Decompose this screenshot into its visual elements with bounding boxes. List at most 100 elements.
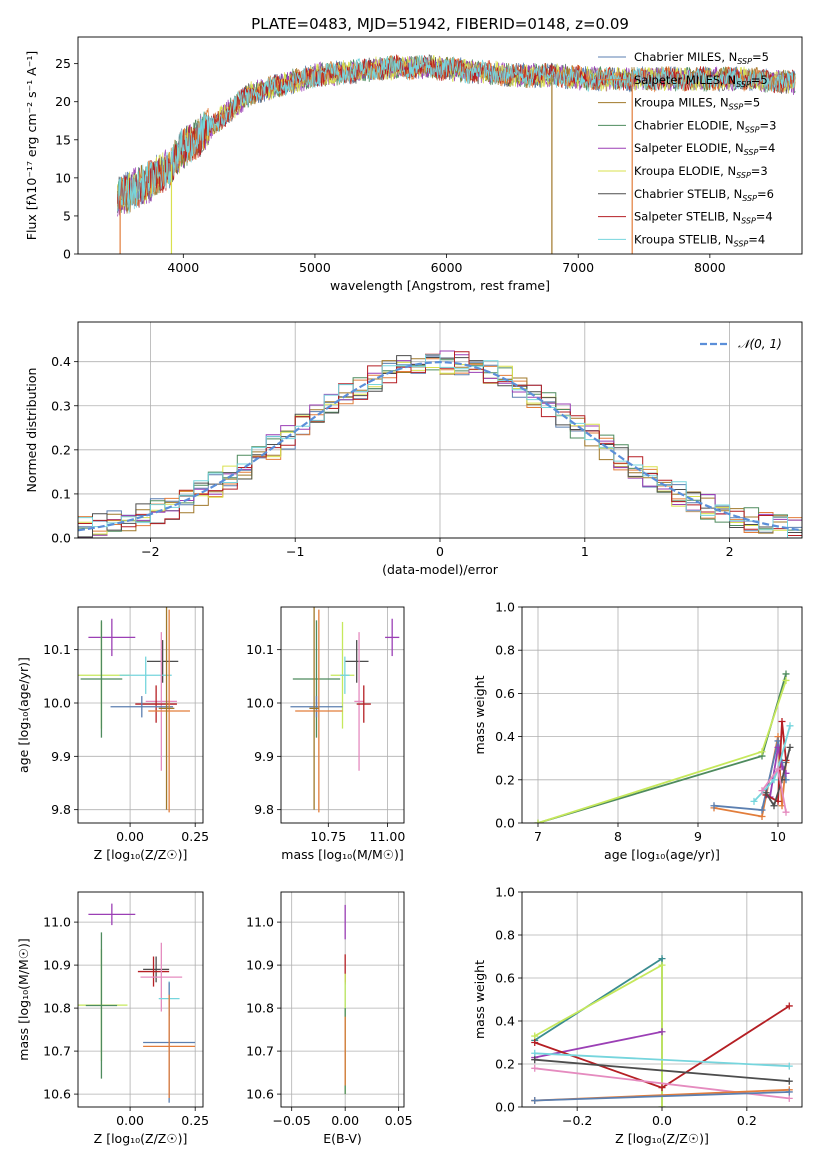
age-vs-Z-y-tick-label: 9.8: [51, 802, 71, 817]
mass-vs-Z-y-tick-label: 11.0: [43, 915, 71, 930]
weight-vs-age-y-tick-label: 0.0: [495, 816, 515, 831]
age-vs-mass-y-tick-label: 10.0: [246, 696, 274, 711]
weight-marker: [785, 1094, 793, 1102]
mass-vs-EBV-x-tick-label: 0.00: [331, 1113, 359, 1128]
weight-marker: [785, 1077, 793, 1085]
age-vs-Z-y-tick-label: 9.9: [51, 749, 71, 764]
weight-marker: [534, 819, 542, 823]
weight-marker: [531, 1049, 539, 1057]
age-vs-Z-y-tick-label: 10.0: [43, 696, 71, 711]
mass-vs-EBV-x-tick-label: 0.05: [385, 1113, 413, 1128]
age-vs-mass-x-axis-label: mass [log₁₀(M/M☉)]: [281, 847, 403, 862]
spectrum-y-tick-label: 0: [63, 247, 71, 262]
mass-vs-Z-y-tick-label: 10.7: [43, 1044, 71, 1059]
spectrum-y-tick-label: 10: [55, 170, 71, 185]
mass-vs-Z-frame: [77, 891, 204, 1108]
age-vs-mass-y-tick-label: 9.8: [254, 802, 274, 817]
weight-marker: [531, 1032, 539, 1040]
weight-vs-age-plot-area: [534, 670, 794, 823]
weight-marker: [758, 806, 766, 814]
residuals-y-tick-label: 0.0: [51, 531, 71, 546]
weight-vs-age-y-axis-label: mass weight: [472, 675, 487, 754]
normal-reference-curve: [78, 360, 802, 532]
weight-series-line: [534, 1091, 790, 1102]
age-vs-Z-frame: [77, 606, 204, 824]
weight-marker: [782, 676, 790, 684]
mass-vs-EBV-y-tick-label: 10.9: [246, 958, 274, 973]
weight-marker: [785, 1088, 793, 1096]
spectrum-x-tick-label: 7000: [562, 260, 594, 275]
mass-vs-Z-background: [78, 892, 203, 1107]
residuals-plot-area: [78, 350, 802, 538]
weight-vs-Z-y-tick-label: 0.4: [495, 1014, 515, 1029]
age-vs-mass-y-tick-label: 9.9: [254, 749, 274, 764]
weight-series-line: [534, 1058, 790, 1083]
legend-entry-label: Chabrier STELIB, NSSP=6: [634, 187, 774, 203]
mass-vs-EBV-axes: −0.05 0.00 0.05 10.6 10.7 10.8 10.9 11.0 E(B-V): [246, 891, 413, 1146]
weight-vs-Z-y-tick-label: 0.8: [495, 928, 515, 943]
weight-vs-Z-x-tick-label: −0.2: [562, 1113, 592, 1128]
weight-vs-Z-y-tick-label: 0.0: [495, 1100, 515, 1115]
age-vs-Z-background: [78, 607, 203, 823]
weight-marker: [758, 787, 766, 795]
weight-marker: [750, 797, 758, 805]
mass-vs-Z-axes: 0.00 0.25 10.6 10.7 10.8 10.9 11.0 Z [log₁₀(Z/Z…: [16, 891, 209, 1146]
mass-vs-EBV-y-tick-label: 10.8: [246, 1001, 274, 1016]
spectrum-y-tick-label: 20: [55, 94, 71, 109]
spectrum-y-tick-label: 5: [63, 208, 71, 223]
spectrum-x-tick-label: 8000: [694, 260, 726, 275]
weight-vs-age-y-tick-label: 0.6: [495, 686, 515, 701]
residuals-axes: −2 −1 0 1 2 0.0 0.1 0.2 0.3 0.4 (data-model)/error…: [24, 321, 803, 577]
legend-entry-label: Kroupa STELIB, NSSP=4: [634, 232, 765, 248]
residuals-x-axis-label: (data-model)/error: [382, 562, 499, 577]
age-vs-Z-x-tick-label: 0.00: [116, 829, 144, 844]
age-vs-Z-x-tick-label: 0.25: [181, 829, 209, 844]
legend-entry-label: Salpeter ELODIE, NSSP=4: [634, 141, 775, 157]
age-vs-Z-axes: 0.00 0.25 9.8 9.9 10.0 10.1 Z [log₁₀(Z/Z☉)] age…: [16, 606, 209, 862]
age-vs-mass-x-tick-label: 11.00: [370, 829, 406, 844]
weight-vs-Z-y-tick-label: 0.6: [495, 971, 515, 986]
spectrum-y-axis-label: Flux [fλ10⁻¹⁷ erg cm⁻² s⁻¹ A⁻¹]: [24, 51, 39, 240]
weight-vs-age-axes: 7 8 9 10 0.0 0.2 0.4 0.6 0.8 1.0 age [log₁₀(age/yr…: [472, 600, 803, 862]
age-vs-Z-plot-area: [78, 607, 190, 813]
weight-vs-age-x-tick-label: 10: [770, 829, 786, 844]
residuals-x-tick-label: 2: [726, 544, 734, 559]
weight-vs-age-y-tick-label: 0.4: [495, 729, 515, 744]
residuals-frame: [77, 321, 803, 539]
weight-series-line: [765, 747, 791, 808]
residuals-x-tick-label: 0: [436, 544, 444, 559]
spectrum-x-axis-label: wavelength [Angstrom, rest frame]: [330, 278, 550, 293]
spectrum-legend: Chabrier MILES, NSSP=5 Salpeter MILES, NS…: [598, 50, 776, 248]
weight-vs-Z-y-tick-label: 0.2: [495, 1057, 515, 1072]
age-vs-Z-y-tick-label: 10.1: [43, 642, 71, 657]
mass-vs-EBV-y-tick-label: 10.6: [246, 1087, 274, 1102]
mass-vs-Z-x-tick-label: 0.25: [181, 1113, 209, 1128]
age-vs-mass-y-tick-label: 10.1: [246, 642, 274, 657]
weight-marker: [658, 1028, 666, 1036]
weight-vs-Z-x-axis-label: Z [log₁₀(Z/Z☉)]: [615, 1131, 709, 1146]
age-vs-Z-y-axis-label: age [log₁₀(age/yr)]: [16, 657, 31, 773]
weight-marker: [531, 1056, 539, 1064]
age-vs-Z-x-axis-label: Z [log₁₀(Z/Z☉)]: [94, 847, 188, 862]
mass-vs-EBV-y-tick-label: 11.0: [246, 915, 274, 930]
weight-vs-Z-plot-area: [531, 955, 793, 1107]
spectrum-y-tick-label: 15: [55, 132, 71, 147]
weight-vs-Z-x-tick-label: 0.2: [737, 1113, 757, 1128]
legend-entry-label: Kroupa MILES, NSSP=5: [634, 96, 760, 112]
age-vs-mass-x-tick-label: 10.75: [310, 829, 346, 844]
residuals-x-tick-label: 1: [581, 544, 589, 559]
weight-marker: [531, 1039, 539, 1046]
spectrum-x-tick-label: 4000: [167, 260, 199, 275]
weight-marker: [786, 743, 794, 751]
weight-marker: [758, 748, 766, 756]
weight-vs-age-x-tick-label: 7: [534, 829, 542, 844]
weight-vs-age-y-tick-label: 0.2: [495, 772, 515, 787]
mass-vs-Z-y-tick-label: 10.6: [43, 1087, 71, 1102]
mass-vs-EBV-y-tick-label: 10.7: [246, 1044, 274, 1059]
weight-marker: [531, 1097, 539, 1105]
weight-marker: [785, 1062, 793, 1070]
weight-marker: [658, 1084, 666, 1092]
spectrum-axes: 4000 5000 6000 7000 8000 0 5 10 15 20 25 wavelength…: [24, 36, 803, 293]
age-vs-mass-frame: [280, 606, 405, 824]
weight-vs-age-y-tick-label: 0.8: [495, 643, 515, 658]
